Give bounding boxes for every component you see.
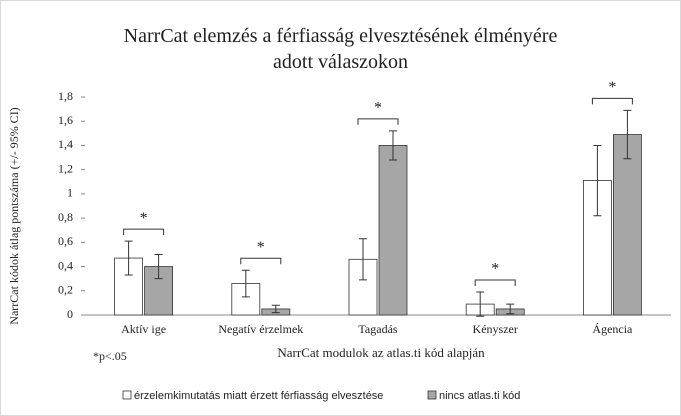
significance-bracket [123,228,165,236]
x-tick-label: Kényszer [473,322,518,336]
y-tick-label: 0,4 [58,258,73,272]
y-tick-label: 0,6 [58,234,73,248]
significance-bracket [240,257,282,265]
y-tick-label: 1,6 [58,113,73,127]
x-tick-label: Ágencia [592,322,633,336]
x-tick-label: Tagadás [358,322,397,336]
y-tick-label: 1,2 [58,161,73,175]
error-bar [154,253,163,280]
note: *p<.05 [93,349,127,363]
error-bar [271,304,280,314]
chart-title: NarrCat elemzés a férfiasság elvesztésén… [123,25,558,73]
x-tick-label: Aktív ige [121,322,166,336]
y-tick-label: 0,8 [58,210,73,224]
significance-label: * [608,79,616,96]
legend-label: nincs atlas.ti kód [439,390,520,402]
error-bar [593,144,602,217]
significance-label: * [257,239,265,256]
y-axis-label: NarrCat kódok átlag pontszáma (+/- 95% C… [7,107,21,324]
y-tick-label: 1,8 [58,89,73,103]
error-bar [389,130,397,161]
error-bar [476,291,485,317]
legend-swatch [122,390,132,400]
y-tick-label: 0 [67,307,73,321]
y-tick-label: 1,4 [58,137,73,151]
significance-bracket [357,118,399,125]
x-tick-label: Negatív érzelmek [218,322,303,336]
error-bar [623,109,632,160]
x-axis-label: NarrCat modulok az atlas.ti kód alapján [277,345,485,360]
significance-label: * [491,261,499,278]
significance-bracket [591,97,633,105]
y-tick-label: 1 [67,186,73,200]
significance-bracket [474,279,516,286]
legend-swatch [427,390,437,400]
y-tick-label: 0,2 [58,283,73,297]
error-bar [241,269,250,298]
error-bar [359,238,367,281]
significance-label: * [140,210,148,227]
bar [378,145,408,316]
significance-label: * [374,100,382,117]
legend-label: érzelemkimutatás miatt érzett férfiasság… [134,390,383,402]
error-bar [506,303,515,315]
bar [613,134,642,316]
error-bar [124,240,133,276]
